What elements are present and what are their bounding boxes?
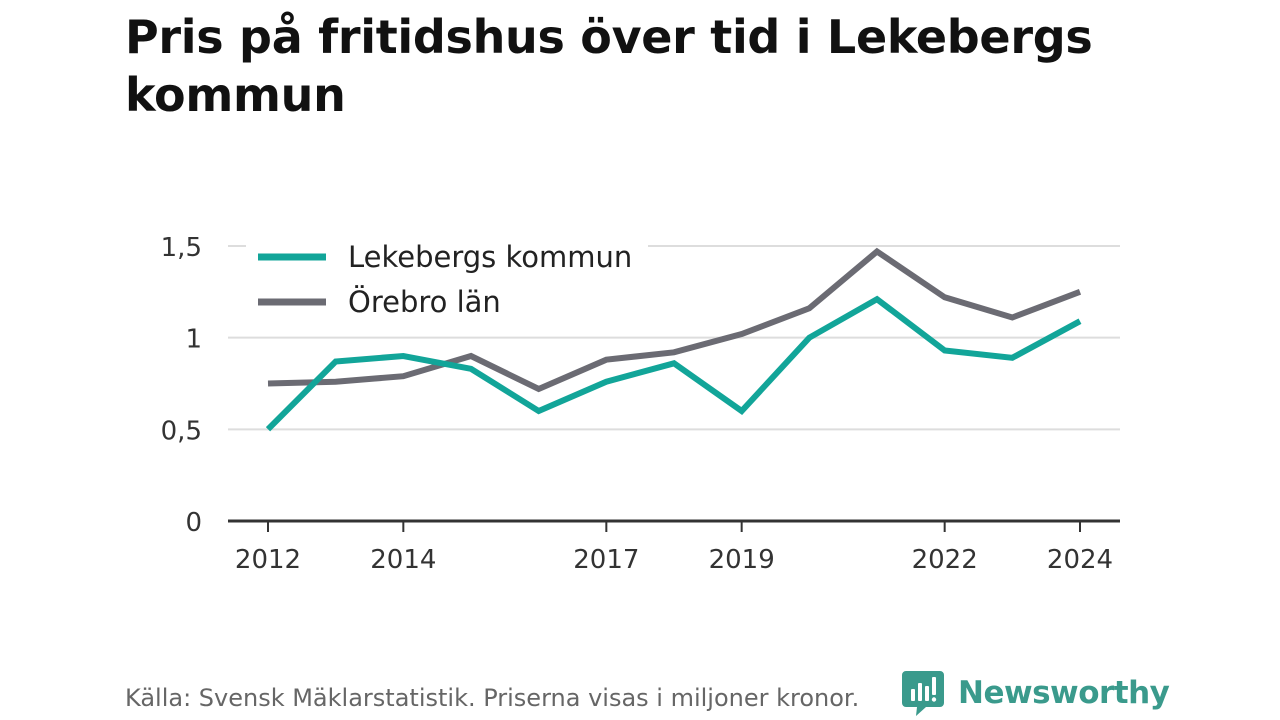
legend-background [246,230,648,330]
x-tick-label: 2012 [235,545,301,575]
x-tick-label: 2024 [1047,545,1113,575]
legend: Lekebergs kommun Örebro län [246,230,648,330]
x-tick-label: 2022 [912,545,978,575]
x-tick-label: 2019 [709,545,775,575]
y-tick-label: 0 [185,508,202,538]
brand-name: Newsworthy [958,675,1170,711]
legend-label: Lekebergs kommun [348,240,632,274]
series-line-lekebergs-kommun [265,295,1082,432]
source-note: Källa: Svensk Mäklarstatistik. Priserna … [125,684,860,712]
brand-logo[interactable]: Newsworthy [902,668,1170,718]
series-line-orebro-lan [267,247,1082,393]
x-tick-label: 2014 [370,545,436,575]
x-axis: 2012 2014 2017 2019 2022 2024 [228,519,1120,575]
y-tick-label: 0,5 [161,416,202,446]
newsworthy-logo-icon [902,671,944,716]
series-lines [265,247,1082,432]
y-tick-label: 1,5 [161,233,202,263]
legend-label: Örebro län [348,285,501,319]
x-tick-label: 2017 [573,545,639,575]
line-chart: 0 0,5 1 1,5 2012 2014 2017 2019 2022 2024 Lekebe… [160,230,1120,575]
y-tick-label: 1 [185,325,202,355]
chart-title: Pris på fritidshus över tid i Lekebergs … [125,10,1093,122]
y-axis-ticks: 0 0,5 1 1,5 [161,233,202,538]
